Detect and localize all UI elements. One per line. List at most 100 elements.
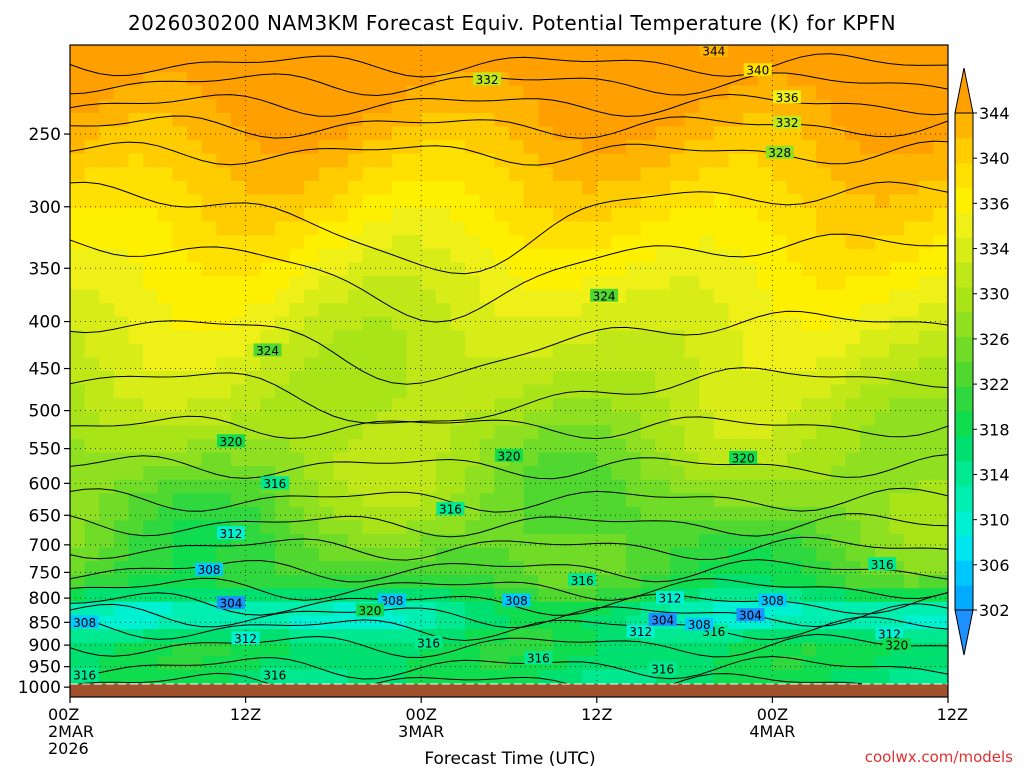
fill-cell — [640, 398, 656, 413]
fill-cell — [289, 194, 305, 209]
fill-cell — [684, 466, 700, 481]
fill-cell — [421, 58, 437, 73]
fill-cell — [391, 85, 408, 100]
contour-label: 320 — [498, 449, 521, 463]
fill-cell — [611, 642, 627, 657]
fill-cell — [845, 208, 861, 223]
fill-cell — [772, 357, 788, 372]
fill-cell — [772, 221, 788, 236]
fill-cell — [406, 330, 422, 345]
fill-cell — [128, 398, 144, 413]
fill-cell — [596, 58, 613, 73]
fill-cell — [889, 58, 905, 73]
fill-cell — [348, 275, 364, 291]
fill-cell — [187, 99, 203, 114]
fill-cell — [918, 534, 934, 549]
fill-cell — [874, 248, 891, 263]
fill-cell — [494, 208, 510, 223]
fill-cell — [216, 126, 232, 141]
contour-label-bg — [626, 624, 655, 638]
fill-cell — [216, 72, 232, 87]
fill-cell — [830, 99, 847, 114]
fill-cell — [304, 534, 320, 549]
fill-cell — [772, 275, 788, 291]
fill-cell — [860, 357, 876, 372]
fill-cell — [128, 85, 144, 100]
fill-cell — [494, 180, 510, 196]
fill-cell — [377, 99, 393, 114]
fill-cell — [582, 547, 598, 562]
fill-cell — [713, 99, 730, 114]
fill-cell — [362, 85, 378, 100]
fill-cell — [684, 248, 700, 263]
fill-cell — [640, 466, 656, 481]
fill-cell — [757, 452, 773, 467]
fill-cell — [904, 357, 920, 372]
fill-cell — [567, 411, 583, 426]
fill-cell — [479, 384, 495, 399]
fill-cell — [728, 330, 744, 345]
fill-cell — [172, 140, 188, 155]
fill-cell — [816, 316, 832, 331]
fill-cell — [187, 601, 203, 617]
fill-cell — [172, 262, 188, 277]
fill-cell — [70, 194, 86, 209]
fill-cell — [728, 479, 744, 494]
fill-cell — [450, 194, 466, 209]
fill-cell — [933, 180, 948, 196]
fill-cell — [260, 167, 276, 182]
fill-cell — [172, 411, 188, 426]
fill-cell — [187, 398, 203, 413]
fill-cell — [830, 357, 847, 372]
fill-cell — [113, 547, 130, 562]
fill-cell — [99, 493, 115, 508]
fill-cell — [845, 235, 861, 250]
fill-cell — [904, 384, 920, 399]
fill-cell — [143, 248, 159, 263]
contour-label: 340 — [746, 64, 769, 78]
contour-label-bg — [473, 72, 502, 86]
fill-cell — [230, 248, 247, 263]
fill-cell — [377, 479, 393, 494]
fill-cell — [289, 72, 305, 87]
fill-cell — [933, 601, 948, 617]
fill-cell — [552, 601, 569, 617]
fill-cell — [713, 330, 730, 345]
fill-cell — [406, 520, 422, 535]
fill-cell — [626, 289, 642, 304]
fill-cell — [713, 85, 730, 100]
fill-cell — [596, 425, 613, 440]
fill-cell — [274, 452, 291, 467]
fill-cell — [260, 140, 276, 155]
contour-label-bg — [868, 557, 897, 571]
fill-cell — [933, 343, 948, 359]
fill-cell — [816, 45, 832, 60]
fill-cell — [552, 262, 569, 277]
fill-cell — [523, 534, 539, 549]
fill-cell — [845, 384, 861, 399]
fill-cell — [640, 99, 656, 114]
fill-cell — [860, 452, 876, 467]
fill-cell — [465, 438, 481, 454]
fill-cell — [626, 330, 642, 345]
fill-cell — [406, 275, 422, 291]
fill-cell — [274, 547, 291, 562]
fill-cell — [304, 574, 320, 589]
fill-cell — [567, 371, 583, 386]
fill-cell — [538, 45, 554, 60]
fill-cell — [187, 547, 203, 562]
fill-cell — [421, 357, 437, 372]
fill-cell — [626, 153, 642, 168]
fill-cell — [465, 262, 481, 277]
fill-cell — [230, 357, 247, 372]
fill-cell — [509, 248, 525, 263]
fill-cell — [406, 248, 422, 263]
fill-cell — [904, 479, 920, 494]
fill-cell — [465, 167, 481, 182]
fill-cell — [699, 357, 715, 372]
fill-cell — [450, 669, 466, 685]
fill-cell — [201, 85, 217, 100]
fill-cell — [70, 493, 86, 508]
fill-cell — [113, 85, 130, 100]
fill-cell — [318, 248, 334, 263]
